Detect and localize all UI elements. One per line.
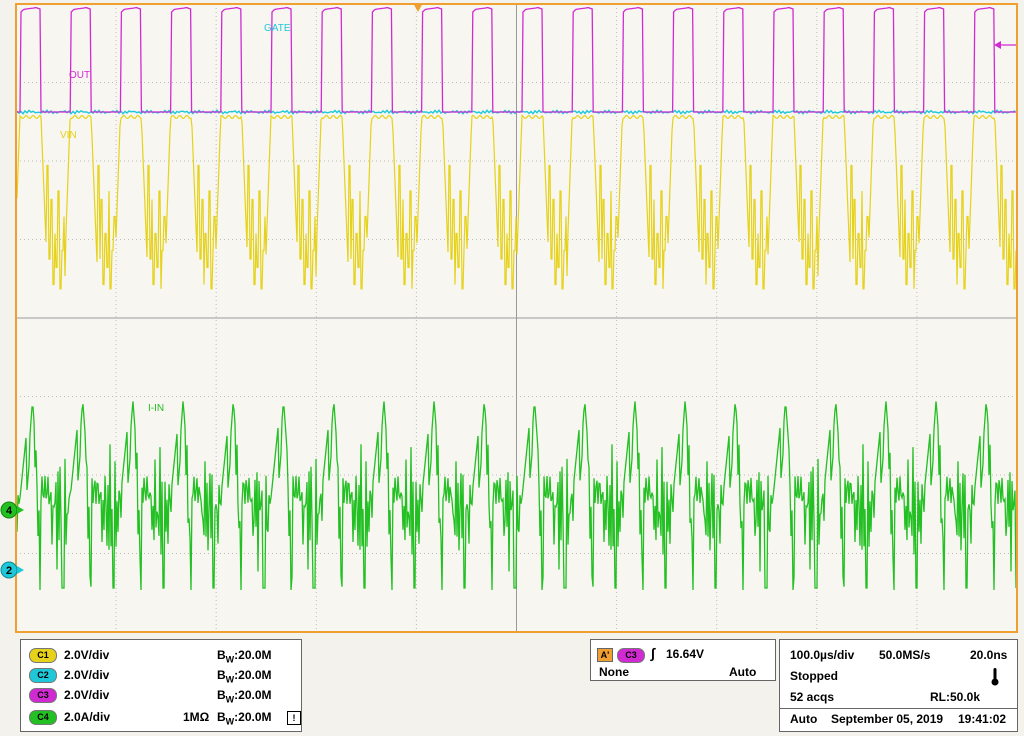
thermometer-icon <box>991 668 999 686</box>
ch4-ground-marker[interactable]: 4 <box>0 501 24 519</box>
channel-badge-c2[interactable]: C2 <box>29 667 57 683</box>
trigger-edge-icon: ∫ <box>651 645 655 661</box>
channel-badge-c1[interactable]: C1 <box>29 647 57 663</box>
channel-badge-c3[interactable]: C3 <box>29 687 57 703</box>
channel-scale-c2: 2.0V/div <box>64 668 110 682</box>
svg-text:2: 2 <box>6 565 12 577</box>
channel-settings-panel: C1 2.0V/div BW:20.0M C2 2.0V/div BW:20.0… <box>20 639 302 732</box>
channel-row-c1[interactable]: C1 2.0V/div <box>29 645 109 665</box>
acquisition-state: Stopped <box>790 669 838 683</box>
trigger-level: 16.64V <box>666 647 705 661</box>
trigger-source-badge: C3 <box>617 648 645 663</box>
channel-bw-c3: BW:20.0M <box>217 688 272 705</box>
channel-scale-c3: 2.0V/div <box>64 688 110 702</box>
channel-badge-c4[interactable]: C4 <box>29 709 57 725</box>
capture-time: 19:41:02 <box>958 712 1007 726</box>
warning-icon[interactable]: ! <box>287 711 301 725</box>
vin-label: VIN <box>60 130 77 141</box>
trigger-level-marker[interactable] <box>994 41 1016 49</box>
channel-bw-c4: BW:20.0M <box>217 710 272 727</box>
ch2-ground-marker[interactable]: 2 <box>0 561 24 579</box>
channel-row-c2[interactable]: C2 2.0V/div <box>29 665 109 685</box>
trigger-panel[interactable]: A' C3 ∫ 16.64V None Auto <box>590 639 776 681</box>
timebase: 100.0µs/div <box>790 648 855 662</box>
trigger-mode: Auto <box>729 665 757 679</box>
record-length: RL:50.0k <box>930 690 981 704</box>
gate-label: GATE <box>264 23 291 34</box>
trigger-position-marker[interactable] <box>413 3 423 12</box>
channel-bw-c2: BW:20.0M <box>217 668 272 685</box>
iin-label: I-IN <box>148 403 164 414</box>
resolution: 20.0ns <box>970 648 1008 662</box>
acquisition-count: 52 acqs <box>790 690 835 704</box>
sample-rate: 50.0MS/s <box>879 648 931 662</box>
acquisition-panel[interactable]: 100.0µs/div 50.0MS/s 20.0ns Stopped 52 a… <box>779 639 1018 732</box>
channel-scale-c4: 2.0A/div <box>64 710 111 724</box>
graticule-grid <box>16 4 1017 632</box>
trigger-mode-badge: A' <box>597 648 613 662</box>
capture-date: September 05, 2019 <box>831 712 944 726</box>
iin-waveform <box>16 401 1017 591</box>
out-waveform <box>17 6 1016 113</box>
run-mode: Auto <box>790 712 818 726</box>
graticule-frame <box>15 3 1018 633</box>
channel-scale-c1: 2.0V/div <box>64 648 110 662</box>
svg-text:4: 4 <box>6 505 13 517</box>
channel-bw-c1: BW:20.0M <box>217 648 272 665</box>
channel-row-c4[interactable]: C4 2.0A/div <box>29 707 110 727</box>
vin-waveform <box>16 114 1017 290</box>
channel-row-c3[interactable]: C3 2.0V/div <box>29 685 109 705</box>
trigger-coupling: None <box>599 665 629 679</box>
out-label: OUT <box>69 70 90 81</box>
channel-impedance-c4: 1MΩ <box>183 710 210 724</box>
